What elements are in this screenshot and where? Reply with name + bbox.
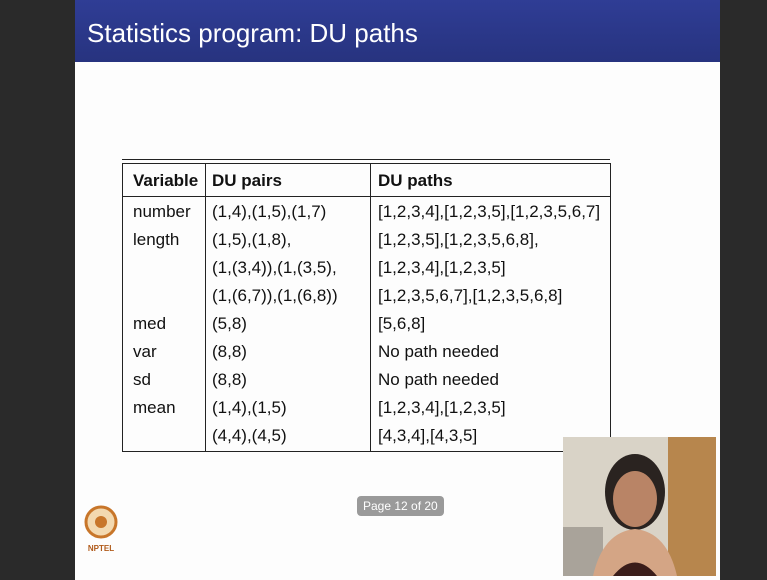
- table-rule: [610, 163, 611, 451]
- table-rule: [122, 163, 610, 164]
- du-pairs-cell: (1,(3,4)),(1,(3,5),: [212, 258, 337, 278]
- du-pairs-cell: (1,4),(1,5),(1,7): [212, 202, 326, 222]
- table-rule: [205, 163, 206, 451]
- du-pairs-cell: (1,5),(1,8),: [212, 230, 291, 250]
- du-pairs-cell: (4,4),(4,5): [212, 426, 287, 446]
- du-paths-cell: [1,2,3,4],[1,2,3,5]: [378, 258, 506, 278]
- title-bar: Statistics program: DU paths: [75, 0, 720, 62]
- du-paths-cell: No path needed: [378, 342, 499, 362]
- du-pairs-cell: (1,4),(1,5): [212, 398, 287, 418]
- table-rule: [122, 451, 610, 452]
- screen: Statistics program: DU paths Variable DU …: [0, 0, 767, 580]
- table-rule: [370, 163, 371, 451]
- webcam-video: [563, 437, 716, 576]
- du-pairs-cell: (1,(6,7)),(1,(6,8)): [212, 286, 338, 306]
- du-paths-cell: [1,2,3,5],[1,2,3,5,6,8],: [378, 230, 539, 250]
- variable-cell: mean: [133, 398, 176, 418]
- du-paths-cell: [1,2,3,5,6,7],[1,2,3,5,6,8]: [378, 286, 562, 306]
- du-pairs-cell: (8,8): [212, 370, 247, 390]
- column-header: Variable: [133, 171, 198, 191]
- du-paths-cell: [1,2,3,4],[1,2,3,5]: [378, 398, 506, 418]
- slide-title: Statistics program: DU paths: [87, 18, 418, 49]
- table-rule: [122, 159, 610, 160]
- column-header: DU paths: [378, 171, 453, 191]
- du-paths-cell: No path needed: [378, 370, 499, 390]
- du-paths-cell: [4,3,4],[4,3,5]: [378, 426, 477, 446]
- variable-cell: length: [133, 230, 179, 250]
- variable-cell: med: [133, 314, 166, 334]
- logo-text: NPTEL: [88, 544, 114, 553]
- variable-cell: var: [133, 342, 157, 362]
- variable-cell: sd: [133, 370, 151, 390]
- column-header: DU pairs: [212, 171, 282, 191]
- variable-cell: number: [133, 202, 191, 222]
- nptel-logo: NPTEL: [84, 505, 118, 555]
- du-paths-cell: [5,6,8]: [378, 314, 425, 334]
- table-rule: [122, 163, 123, 451]
- du-pairs-cell: (5,8): [212, 314, 247, 334]
- du-paths-cell: [1,2,3,4],[1,2,3,5],[1,2,3,5,6,7]: [378, 202, 600, 222]
- page-indicator: Page 12 of 20: [357, 496, 444, 516]
- du-pairs-cell: (8,8): [212, 342, 247, 362]
- table-rule: [122, 196, 610, 197]
